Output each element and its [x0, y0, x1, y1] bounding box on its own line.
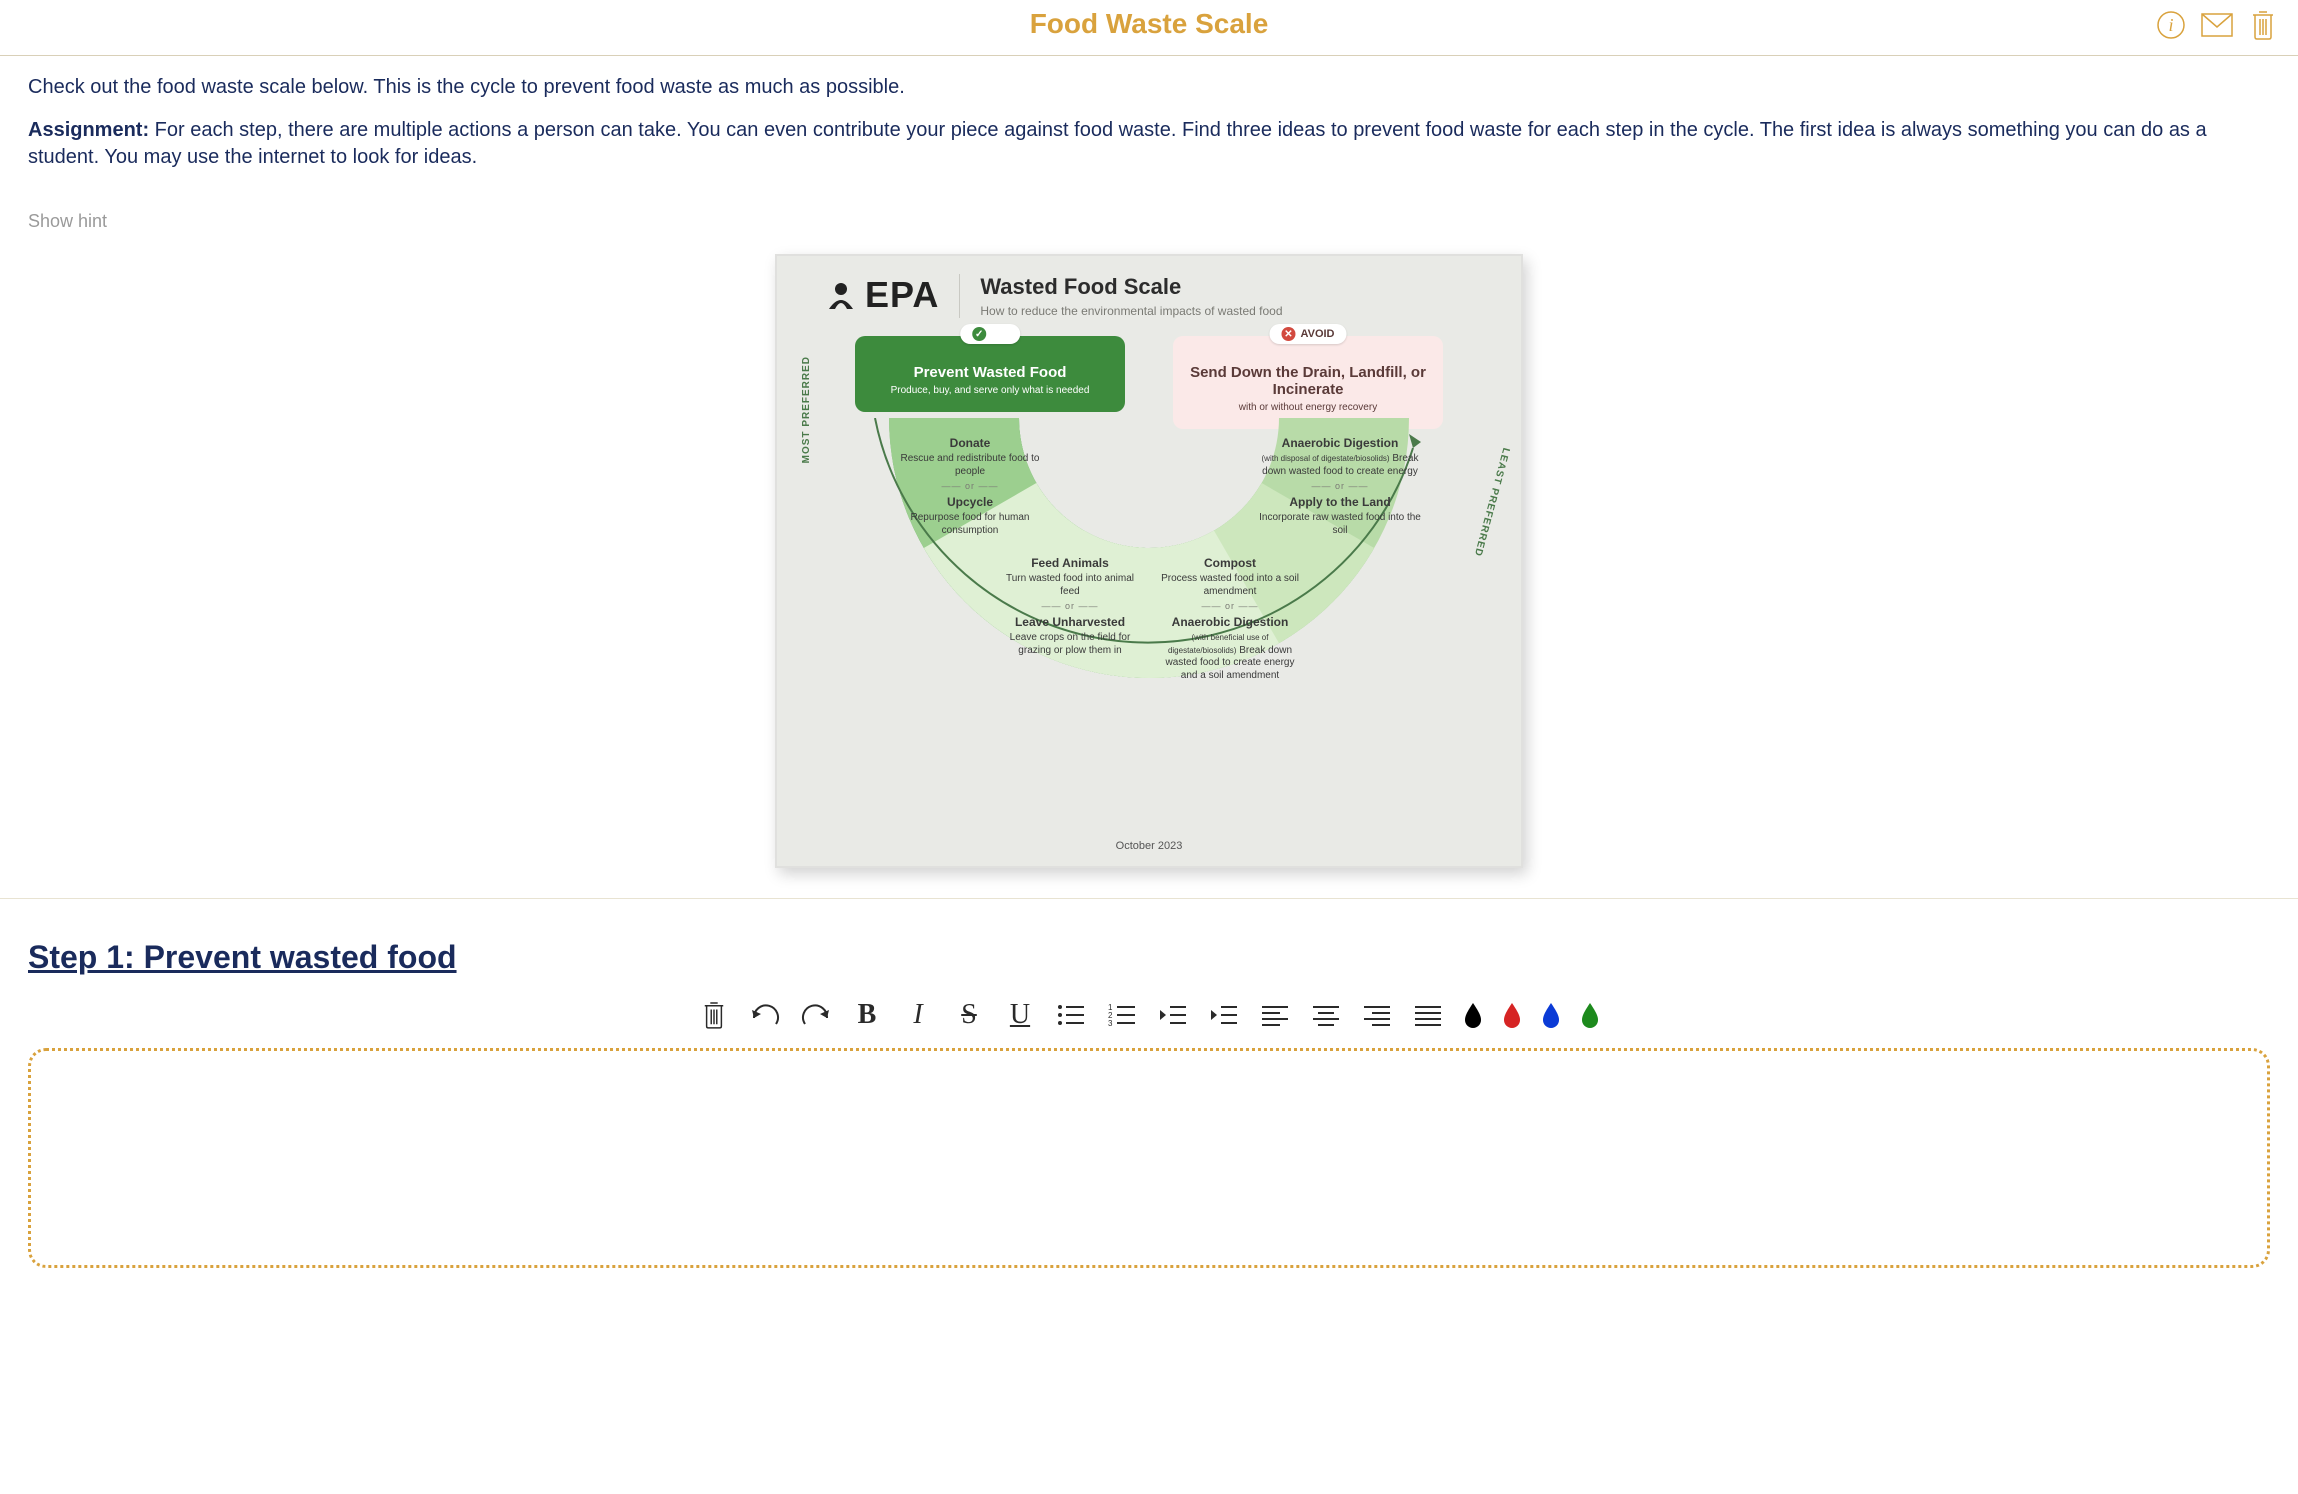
seg-donate-desc: Rescue and redistribute food to people — [901, 453, 1040, 477]
assignment-label: Assignment: — [28, 119, 149, 141]
assignment-body: For each step, there are multiple action… — [28, 119, 2207, 168]
epa-logo-text: EPA — [865, 274, 939, 316]
outdent-icon[interactable] — [1156, 998, 1190, 1032]
strike-button[interactable]: S — [952, 998, 986, 1032]
undo-icon[interactable] — [748, 998, 782, 1032]
color-black-icon[interactable] — [1462, 1001, 1484, 1029]
trash-icon[interactable] — [2246, 8, 2280, 42]
italic-button[interactable]: I — [901, 998, 935, 1032]
seg-upcycle-title: Upcycle — [895, 495, 1045, 510]
epa-figure: EPA Wasted Food Scale How to reduce the … — [775, 254, 1523, 868]
align-center-icon[interactable] — [1309, 998, 1343, 1032]
color-red-icon[interactable] — [1501, 1001, 1523, 1029]
header-icons: i — [2154, 8, 2280, 42]
align-left-icon[interactable] — [1258, 998, 1292, 1032]
figure-container: EPA Wasted Food Scale How to reduce the … — [0, 236, 2298, 898]
svg-text:i: i — [2168, 15, 2173, 35]
seg-leave-desc: Leave crops on the field for grazing or … — [1010, 632, 1131, 656]
seg-feed-desc: Turn wasted food into animal feed — [1006, 573, 1134, 597]
seg-donate-title: Donate — [895, 436, 1045, 451]
seg-apply-desc: Incorporate raw wasted food into the soi… — [1259, 512, 1421, 536]
answer-editor[interactable] — [28, 1048, 2270, 1268]
seg-feed-title: Feed Animals — [1005, 556, 1135, 571]
step1-heading: Step 1: Prevent wasted food — [0, 899, 2298, 994]
color-green-icon[interactable] — [1579, 1001, 1601, 1029]
editor-toolbar: B I S U 123 — [0, 994, 2298, 1042]
info-icon[interactable]: i — [2154, 8, 2188, 42]
axis-most-preferred: MOST PREFERRED — [801, 356, 812, 463]
seg-anaer1-note: (with disposal of digestate/biosolids) — [1262, 454, 1390, 463]
epa-logo: EPA — [825, 274, 939, 316]
seg-anaer1-title: Anaerobic Digestion — [1255, 436, 1425, 451]
page-title: Food Waste Scale — [20, 8, 2278, 40]
figure-subtitle: How to reduce the environmental impacts … — [980, 304, 1282, 318]
header-bar: Food Waste Scale i — [0, 0, 2298, 56]
align-right-icon[interactable] — [1360, 998, 1394, 1032]
clear-icon[interactable] — [697, 998, 731, 1032]
do-title: Prevent Wasted Food — [867, 364, 1113, 381]
figure-date: October 2023 — [795, 840, 1503, 852]
do-desc: Produce, buy, and serve only what is nee… — [867, 385, 1113, 398]
seg-upcycle-desc: Repurpose food for human consumption — [911, 512, 1030, 536]
avoid-card: ✕AVOID Send Down the Drain, Landfill, or… — [1173, 336, 1443, 429]
axis-least-preferred: LEAST PREFERRED — [1472, 446, 1512, 557]
seg-apply-title: Apply to the Land — [1255, 495, 1425, 510]
seg-compost-title: Compost — [1160, 556, 1300, 571]
seg-anaer2-title: Anaerobic Digestion — [1160, 615, 1300, 630]
avoid-desc: with or without energy recovery — [1185, 402, 1431, 415]
seg-or-2: —— or —— — [1005, 601, 1135, 612]
assignment-text: Assignment: For each step, there are mul… — [0, 107, 2298, 181]
svg-text:3: 3 — [1108, 1019, 1113, 1028]
seg-or-3: —— or —— — [1160, 601, 1300, 612]
seg-leave-title: Leave Unharvested — [1005, 615, 1135, 630]
intro-text: Check out the food waste scale below. Th… — [0, 56, 2298, 107]
avoid-title: Send Down the Drain, Landfill, or Incine… — [1185, 364, 1431, 398]
color-blue-icon[interactable] — [1540, 1001, 1562, 1029]
figure-title: Wasted Food Scale — [980, 274, 1282, 300]
avoid-tag: AVOID — [1300, 328, 1334, 340]
show-hint-link[interactable]: Show hint — [0, 181, 135, 236]
seg-or-4: —— or —— — [1255, 481, 1425, 492]
numbered-list-icon[interactable]: 123 — [1105, 998, 1139, 1032]
seg-compost-desc: Process wasted food into a soil amendmen… — [1161, 573, 1299, 597]
do-tag: DO — [991, 328, 1008, 340]
underline-button[interactable]: U — [1003, 998, 1037, 1032]
bullet-list-icon[interactable] — [1054, 998, 1088, 1032]
seg-or-1: —— or —— — [895, 481, 1045, 492]
mail-icon[interactable] — [2200, 8, 2234, 42]
redo-icon[interactable] — [799, 998, 833, 1032]
indent-icon[interactable] — [1207, 998, 1241, 1032]
bold-button[interactable]: B — [850, 998, 884, 1032]
do-card: ✓DO Prevent Wasted Food Produce, buy, an… — [855, 336, 1125, 412]
align-justify-icon[interactable] — [1411, 998, 1445, 1032]
